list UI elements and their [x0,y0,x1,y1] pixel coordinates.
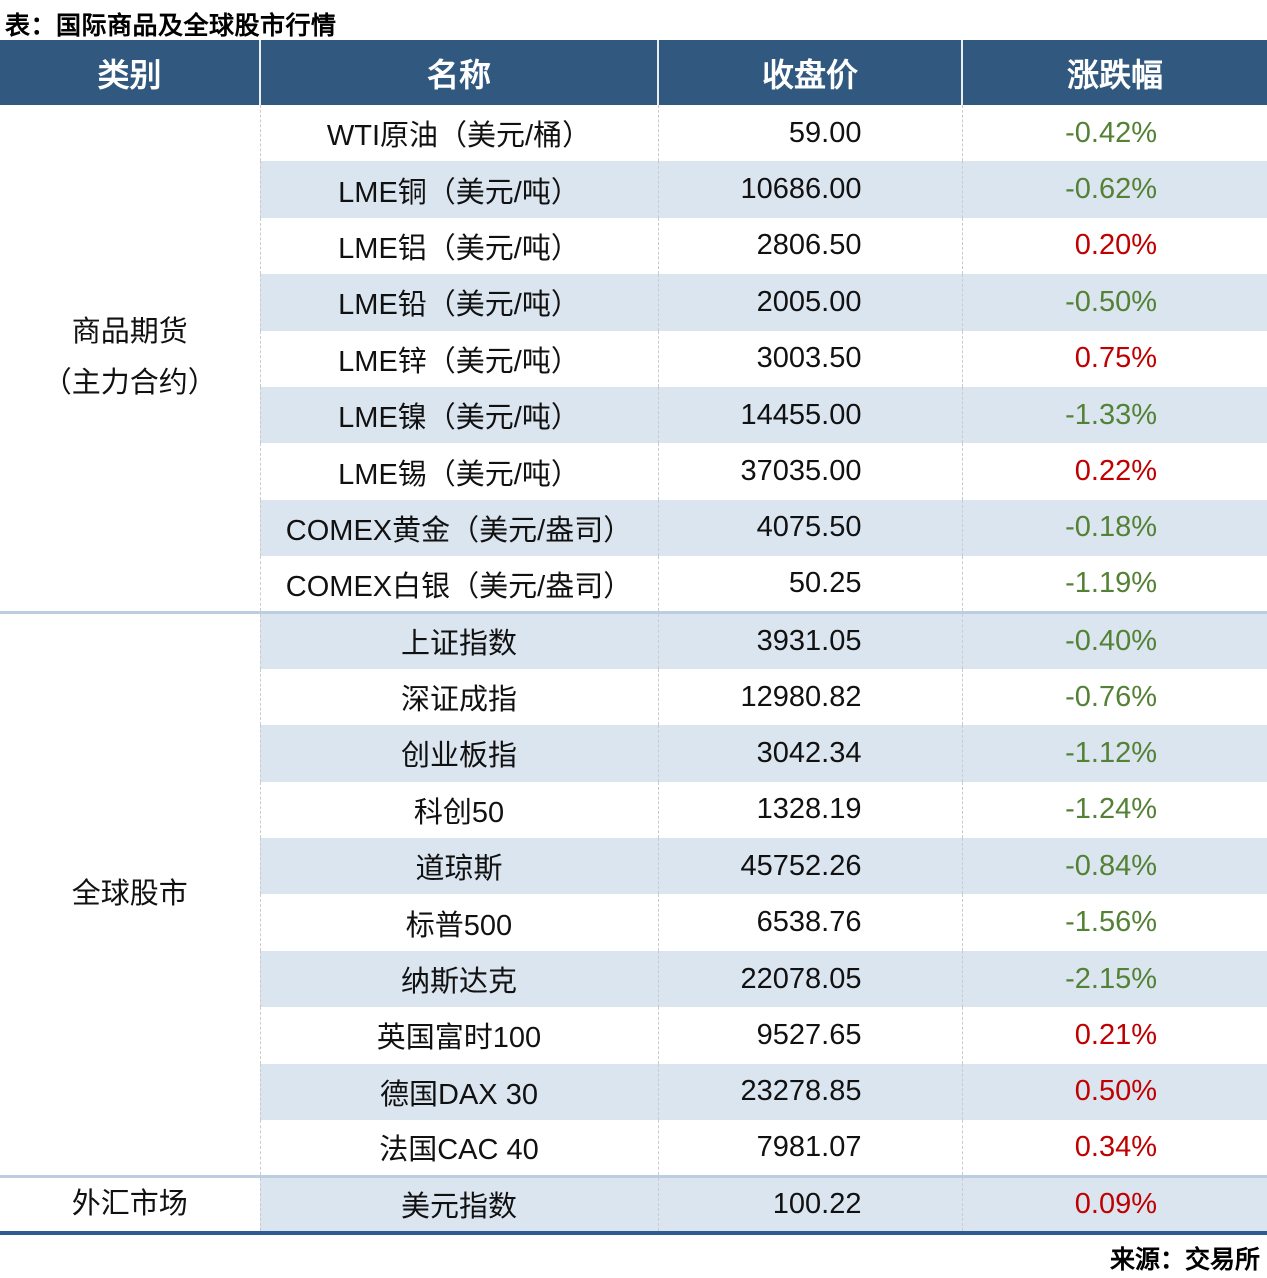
table-row: 英国富时100 9527.65 0.21% [0,1007,1267,1064]
table-row: 科创50 1328.19 -1.24% [0,781,1267,839]
change-percent-cell: -0.42% [961,105,1267,162]
name-cell: WTI原油（美元/桶） [259,105,658,162]
category-cell: 全球股市 [0,611,260,1177]
change-percent-cell: -0.62% [961,161,1267,218]
table-row: LME铝（美元/吨） 2806.50 0.20% [0,217,1267,275]
category-cell: 商品期货 （主力合约） [0,105,260,613]
name-cell: 美元指数 [259,1174,658,1233]
name-cell: 创业板指 [259,725,658,782]
table-row: 创业板指 3042.34 -1.12% [0,725,1267,782]
name-cell: 科创50 [259,781,658,839]
table-row: 深证成指 12980.82 -0.76% [0,668,1267,726]
name-cell: LME铅（美元/吨） [259,274,658,331]
close-price-cell: 2806.50 [657,217,962,275]
close-price-cell: 45752.26 [657,838,962,895]
close-price-cell: 50.25 [657,556,962,613]
close-price-cell: 100.22 [657,1174,962,1233]
change-percent-cell: 0.22% [961,443,1267,500]
close-price-cell: 3003.50 [657,330,962,387]
name-cell: COMEX白银（美元/盎司） [259,556,658,613]
name-cell: 标普500 [259,894,658,951]
table-row: 商品期货 （主力合约） WTI原油（美元/桶） 59.00 -0.42% [0,105,1267,613]
change-percent-cell: -1.19% [961,556,1267,613]
table-row: LME锌（美元/吨） 3003.50 0.75% [0,330,1267,387]
close-price-cell: 37035.00 [657,443,962,500]
name-cell: 英国富时100 [259,1007,658,1064]
name-cell: LME锌（美元/吨） [259,330,658,387]
name-cell: 上证指数 [259,611,658,669]
close-price-cell: 59.00 [657,105,962,162]
table-row: 外汇市场 美元指数 100.22 0.09% [0,1174,1267,1233]
header-category: 类别 [0,40,260,105]
change-percent-cell: -0.40% [961,611,1267,669]
change-percent-cell: -1.56% [961,894,1267,951]
close-price-cell: 3931.05 [657,611,962,669]
category-label-line: 全球股市 [71,878,188,911]
close-price-cell: 4075.50 [657,499,962,557]
source-note: 来源：交易所 [1109,1246,1260,1274]
change-percent-cell: 0.09% [961,1174,1267,1233]
close-price-cell: 22078.05 [657,950,962,1008]
close-price-cell: 9527.65 [657,1007,962,1064]
close-price-cell: 14455.00 [657,386,962,444]
close-price-cell: 7981.07 [657,1120,962,1177]
table-row: COMEX白银（美元/盎司） 50.25 -1.19% [0,556,1267,613]
close-price-cell: 12980.82 [657,668,962,726]
close-price-cell: 6538.76 [657,894,962,951]
change-percent-cell: -2.15% [961,950,1267,1008]
change-percent-cell: -1.33% [961,386,1267,444]
table-row: COMEX黄金（美元/盎司） 4075.50 -0.18% [0,499,1267,557]
change-percent-cell: -0.18% [961,499,1267,557]
category-cell: 外汇市场 [0,1174,260,1233]
name-cell: LME镍（美元/吨） [259,386,658,444]
close-price-cell: 1328.19 [657,781,962,839]
header-close: 收盘价 [657,40,962,105]
close-price-cell: 2005.00 [657,274,962,331]
change-percent-cell: 0.21% [961,1007,1267,1064]
change-percent-cell: 0.34% [961,1120,1267,1177]
header-row: 类别 名称 收盘价 涨跌幅 [0,40,1267,105]
name-cell: LME铝（美元/吨） [259,217,658,275]
close-price-cell: 23278.85 [657,1063,962,1121]
market-table: 类别 名称 收盘价 涨跌幅 商品期货 （主力合约） WTI原油（美元/桶） 59.00… [0,40,1267,1235]
header-change: 涨跌幅 [961,40,1267,105]
table-row: 法国CAC 40 7981.07 0.34% [0,1120,1267,1177]
table-row: 道琼斯 45752.26 -0.84% [0,838,1267,895]
change-percent-cell: 0.75% [961,330,1267,387]
name-cell: 纳斯达克 [259,950,658,1008]
table-row: 纳斯达克 22078.05 -2.15% [0,950,1267,1008]
name-cell: COMEX黄金（美元/盎司） [259,499,658,557]
change-percent-cell: -1.24% [961,781,1267,839]
category-label-line: 商品期货 [71,316,188,349]
table-row: 德国DAX 30 23278.85 0.50% [0,1063,1267,1121]
change-percent-cell: -1.12% [961,725,1267,782]
header-name: 名称 [259,40,658,105]
category-label-line: （主力合约） [42,367,217,399]
close-price-cell: 10686.00 [657,161,962,218]
table-row: LME镍（美元/吨） 14455.00 -1.33% [0,386,1267,444]
change-percent-cell: 0.50% [961,1063,1267,1121]
name-cell: 深证成指 [259,668,658,726]
name-cell: 道琼斯 [259,838,658,895]
table-row: LME铅（美元/吨） 2005.00 -0.50% [0,274,1267,331]
table-row: 全球股市 上证指数 3931.05 -0.40% [0,611,1267,1177]
table-row: 标普500 6538.76 -1.56% [0,894,1267,951]
name-cell: LME铜（美元/吨） [259,161,658,218]
change-percent-cell: 0.20% [961,217,1267,275]
page-title: 表：国际商品及全球股市行情 [5,12,337,40]
table-row: LME铜（美元/吨） 10686.00 -0.62% [0,161,1267,218]
change-percent-cell: -0.76% [961,668,1267,726]
name-cell: 德国DAX 30 [259,1063,658,1121]
change-percent-cell: -0.84% [961,838,1267,895]
table-row: LME锡（美元/吨） 37035.00 0.22% [0,443,1267,500]
category-label-line: 外汇市场 [71,1187,188,1220]
change-percent-cell: -0.50% [961,274,1267,331]
name-cell: LME锡（美元/吨） [259,443,658,500]
close-price-cell: 3042.34 [657,725,962,782]
name-cell: 法国CAC 40 [259,1120,658,1177]
